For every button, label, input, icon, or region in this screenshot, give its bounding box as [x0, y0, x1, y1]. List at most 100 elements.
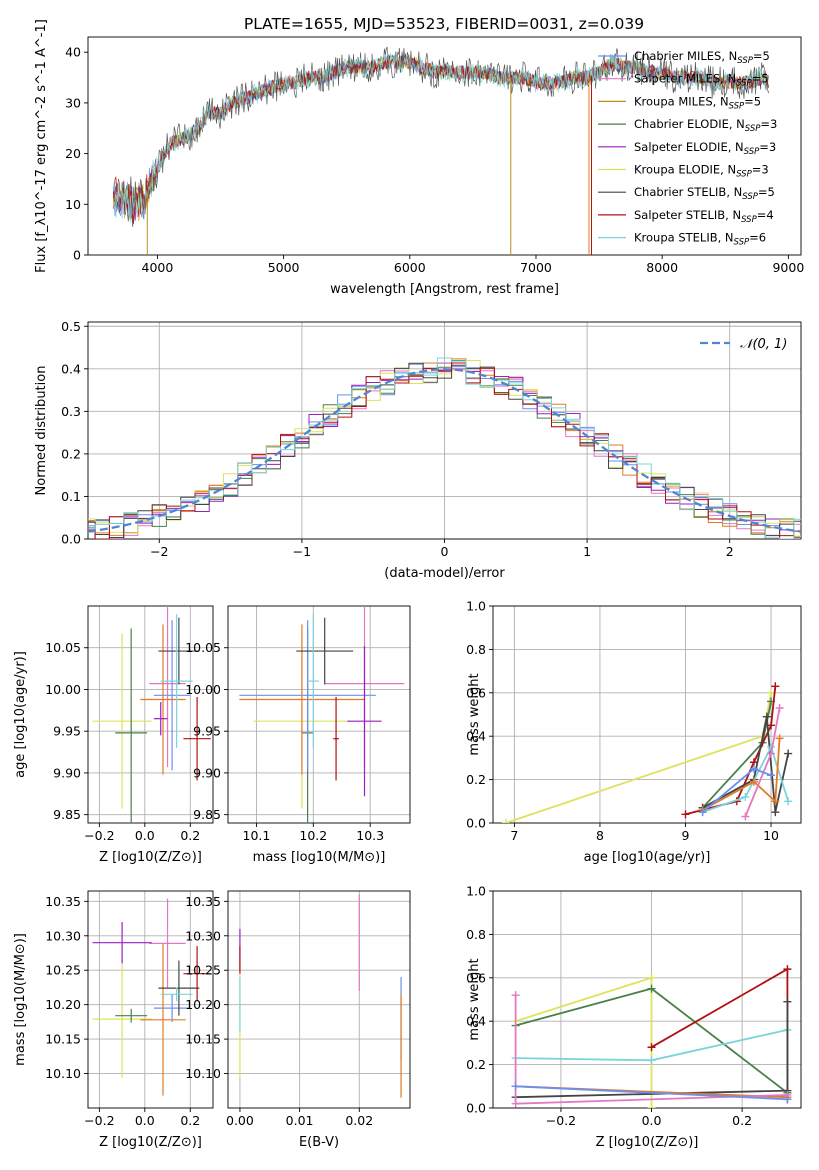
errorbar-point — [92, 633, 152, 809]
residuals-ylabel: Normed distribution — [34, 366, 49, 496]
weight-marker — [783, 1095, 792, 1104]
residuals-ytick-label: 0.3 — [61, 404, 81, 419]
residuals-ytick-label: 0.4 — [61, 361, 81, 376]
age_vs_Z-ytick-label: 9.95 — [53, 724, 81, 739]
legend-label: Kroupa MILES, NSSP=5 — [634, 94, 761, 111]
residuals-ytick-label: 0.0 — [61, 532, 81, 547]
mass_vs_Z-ytick-label: 10.30 — [45, 928, 81, 943]
residuals-xtick-label: 1 — [583, 544, 591, 559]
residuals-frame — [87, 321, 802, 540]
spectrum-legend: Chabrier MILES, NSSP=5 Salpeter MILES, NS… — [598, 49, 777, 248]
age_vs_mass-frame — [227, 605, 411, 824]
age_vs_Z-ytick-label: 9.90 — [53, 765, 81, 780]
spectrum-series-line — [112, 55, 770, 225]
age_vs_Z-points — [92, 606, 211, 823]
errorbar-point — [158, 617, 200, 685]
weight-marker — [749, 764, 758, 773]
spectrum-xtick-label: 7000 — [520, 260, 552, 275]
weight_vs_age-xtick-label: 7 — [510, 828, 518, 843]
weight_vs_Z-ytick-label: 0.4 — [466, 1014, 486, 1029]
errorbar-point — [160, 987, 193, 1002]
weight_vs_Z-xtick-label: 0.0 — [642, 1113, 662, 1128]
residuals-ytick-label: 0.2 — [61, 446, 81, 461]
spectrum-ytick-label: 30 — [65, 95, 81, 110]
weight-marker — [784, 797, 793, 806]
mass_vs_Z-xtick-label: −0.2 — [84, 1113, 114, 1128]
errorbar-point — [115, 628, 148, 823]
errorbar-point — [149, 898, 186, 989]
errorbar-point — [153, 620, 191, 771]
errorbar-point — [183, 946, 211, 1002]
mass_vs_Z-frame — [87, 890, 214, 1109]
weight-marker — [767, 749, 776, 758]
weight_vs_age-ytick-label: 0.4 — [466, 729, 486, 744]
age_vs_mass-ytick-label: 9.85 — [193, 807, 221, 822]
residuals-xtick-label: −2 — [150, 544, 168, 559]
spectrum-ytick-label: 20 — [65, 146, 81, 161]
weight-series-line — [515, 1085, 788, 1101]
weight_vs_Z-ylabel: mass weight — [467, 958, 482, 1040]
errorbar-point — [296, 617, 354, 685]
weight-marker — [767, 771, 776, 780]
spectrum-xtick-label: 8000 — [646, 260, 678, 275]
weight_vs_age-xtick-label: 9 — [682, 828, 690, 843]
mass_vs_ebv-frame — [227, 890, 411, 1109]
errorbar-point — [333, 696, 339, 781]
residuals-ytick-label: 0.5 — [61, 319, 81, 334]
weight_vs_Z-frame — [492, 890, 802, 1109]
legend-label: Chabrier STELIB, NSSP=5 — [634, 185, 775, 202]
weight-series-line — [702, 744, 790, 813]
mass_vs_ebv-xlabel: E(B-V) — [299, 1135, 339, 1150]
weight_vs_Z-xlabel: Z [log10(Z/Z⊙)] — [596, 1135, 699, 1150]
residual-histogram — [88, 358, 801, 538]
age_vs_Z-ytick-label: 9.85 — [53, 807, 81, 822]
spectrum-lines — [112, 46, 770, 255]
spectrum-axes: 4000 5000 6000 7000 8000 9000 0 10 20 30 40 wavelen… — [34, 19, 804, 297]
mass_vs_Z-xtick-label: 0.0 — [135, 1113, 155, 1128]
residuals-plot — [88, 357, 801, 539]
mass_vs_ebv-ytick-label: 10.10 — [185, 1066, 221, 1081]
weight-marker — [741, 812, 750, 821]
residuals-xlabel: (data-model)/error — [384, 566, 505, 581]
weight-marker — [511, 1099, 520, 1108]
errorbar-point — [153, 994, 191, 1022]
errorbar-point — [140, 944, 186, 1096]
mass_vs_Z-xlabel: Z [log10(Z/Z⊙)] — [99, 1135, 202, 1150]
spectrum-ytick-label: 40 — [65, 45, 81, 60]
age_vs_mass-ytick-label: 9.95 — [193, 724, 221, 739]
mass_vs_ebv-ytick-label: 10.15 — [185, 1032, 221, 1047]
weight_vs_age-ytick-label: 0.0 — [466, 816, 486, 831]
age_vs_Z-xtick-label: −0.2 — [84, 828, 114, 843]
age_vs_mass-axes: 10.1 10.2 10.3 9.85 9.90 9.95 10.00 10.05 mass [… — [185, 605, 411, 865]
mass_vs_ebv-xtick-label: 0.00 — [226, 1113, 254, 1128]
mass_vs_Z-ylabel: mass [log10(M/M⊙)] — [13, 933, 28, 1066]
weight_vs_Z-ytick-label: 1.0 — [466, 884, 486, 899]
age_vs_mass-xtick-label: 10.1 — [243, 828, 271, 843]
mass_vs_Z-points — [92, 898, 211, 1096]
age_vs_mass-ytick-label: 9.90 — [193, 765, 221, 780]
spectrum-series-line — [112, 51, 770, 224]
weight-marker — [647, 1043, 656, 1052]
weight-marker — [647, 973, 656, 982]
weight_vs_Z-ytick-label: 0.2 — [466, 1057, 486, 1072]
errorbar-point — [115, 1008, 148, 1023]
legend-label: Chabrier ELODIE, NSSP=3 — [634, 117, 777, 134]
spectrum-xtick-label: 5000 — [268, 260, 300, 275]
age_vs_Z-ylabel: age [log10(age/yr)] — [13, 651, 28, 778]
weight_vs_age-xtick-label: 8 — [596, 828, 604, 843]
weight-marker — [771, 808, 780, 817]
residuals-xtick-label: 2 — [726, 544, 734, 559]
mass_vs_ebv-ytick-label: 10.35 — [185, 894, 221, 909]
mass_vs_ebv-ytick-label: 10.20 — [185, 997, 221, 1012]
weight_vs_age-ytick-label: 0.8 — [466, 642, 486, 657]
errorbar-point — [239, 620, 376, 771]
weight-marker — [762, 712, 771, 721]
errorbar-point — [140, 624, 186, 775]
weight-marker — [783, 965, 792, 974]
mass_vs_Z-ytick-label: 10.10 — [45, 1066, 81, 1081]
figure-title: PLATE=1655, MJD=53523, FIBERID=0031, z=0… — [244, 15, 644, 33]
spectrum-xtick-label: 4000 — [142, 260, 174, 275]
errorbar-point — [183, 696, 211, 781]
spectrum-ytick-label: 10 — [65, 197, 81, 212]
age_vs_Z-ytick-label: 10.00 — [45, 682, 81, 697]
